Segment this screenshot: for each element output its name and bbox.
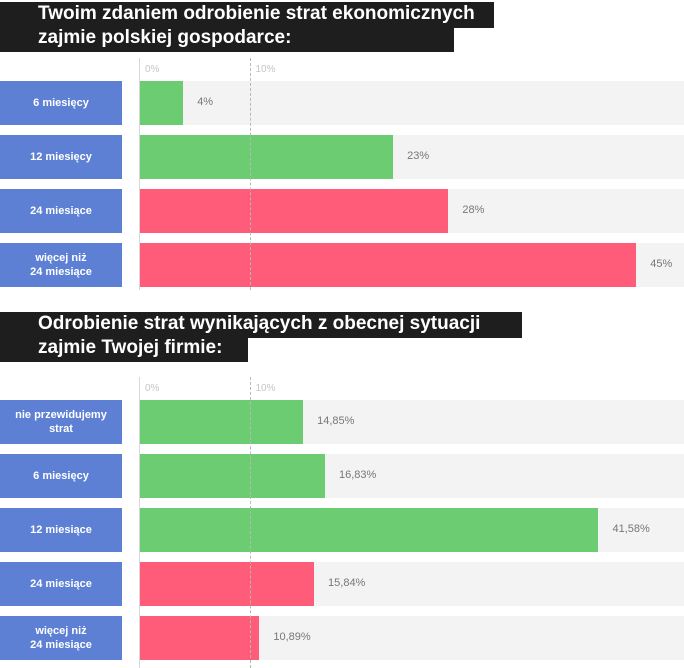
bar bbox=[139, 243, 637, 287]
bar bbox=[139, 508, 599, 552]
bar bbox=[139, 454, 325, 498]
bar bbox=[139, 189, 449, 233]
chart-1-title-line-1: Twoim zdaniem odrobienie strat ekonomicz… bbox=[0, 2, 494, 28]
axis-zero-line bbox=[139, 58, 140, 290]
bar-track bbox=[139, 81, 684, 125]
axis-gridline bbox=[250, 58, 251, 290]
bar bbox=[139, 81, 184, 125]
axis-tick-label: 0% bbox=[145, 383, 160, 394]
bar-category-label: 6 miesięcy bbox=[0, 81, 122, 125]
bar-category-label: nie przewidujemy strat bbox=[0, 400, 122, 444]
bar-category-label: więcej niż 24 miesiące bbox=[0, 616, 122, 660]
axis-zero-line bbox=[139, 377, 140, 668]
bar-value-label: 23% bbox=[407, 150, 430, 162]
bar-category-label: 6 miesięcy bbox=[0, 454, 122, 498]
bar-value-label: 45% bbox=[650, 258, 673, 270]
chart-2-title-line-1: Odrobienie strat wynikających z obecnej … bbox=[0, 312, 522, 338]
bar-category-label: 12 miesiące bbox=[0, 508, 122, 552]
bar-category-label: 24 miesiące bbox=[0, 189, 122, 233]
bar-value-label: 4% bbox=[197, 96, 214, 108]
bar-value-label: 10,89% bbox=[273, 631, 311, 643]
bar-value-label: 41,58% bbox=[612, 523, 650, 535]
bar bbox=[139, 616, 260, 660]
axis-gridline bbox=[250, 377, 251, 668]
bar-category-label: więcej niż 24 miesiące bbox=[0, 243, 122, 287]
bar bbox=[139, 400, 304, 444]
axis-tick-label: 10% bbox=[255, 383, 276, 394]
bar-value-label: 28% bbox=[462, 204, 485, 216]
chart-2-title-line-2: zajmie Twojej firmie: bbox=[0, 336, 248, 362]
bar-value-label: 15,84% bbox=[328, 577, 366, 589]
bar-category-label: 12 miesięcy bbox=[0, 135, 122, 179]
chart-1-title-line-2: zajmie polskiej gospodarce: bbox=[0, 26, 454, 52]
bar bbox=[139, 562, 315, 606]
axis-tick-label: 0% bbox=[145, 64, 160, 75]
bar-value-label: 14,85% bbox=[317, 415, 355, 427]
bar-category-label: 24 miesiące bbox=[0, 562, 122, 606]
axis-tick-label: 10% bbox=[255, 64, 276, 75]
bar-value-label: 16,83% bbox=[338, 469, 377, 481]
bar bbox=[139, 135, 394, 179]
